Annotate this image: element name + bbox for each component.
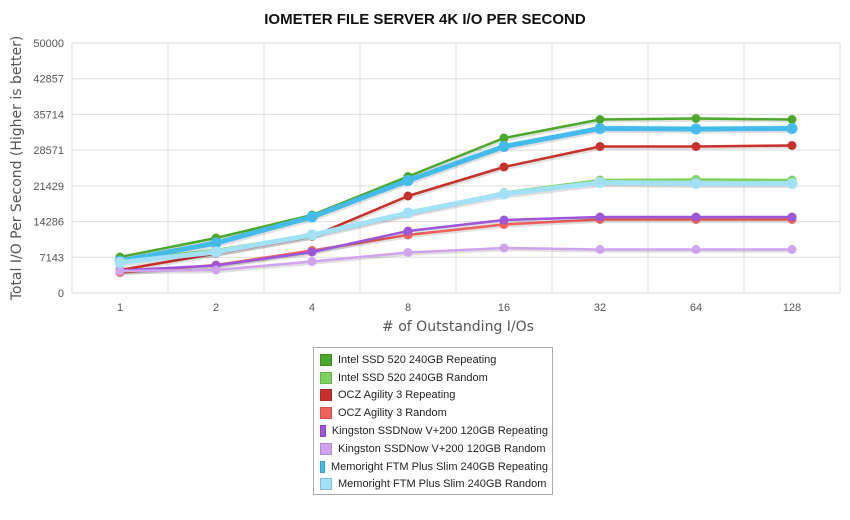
data-point bbox=[787, 245, 797, 254]
series-shadow bbox=[120, 145, 794, 274]
x-tick-label: 4 bbox=[309, 302, 315, 314]
x-tick-label: 16 bbox=[498, 302, 510, 314]
series-path bbox=[119, 180, 792, 265]
y-tick-label: 42857 bbox=[33, 74, 64, 86]
series-line bbox=[114, 177, 798, 268]
data-point bbox=[787, 141, 797, 150]
data-point bbox=[307, 247, 317, 257]
series-shadow bbox=[120, 118, 794, 261]
y-tick-label: 0 bbox=[58, 288, 64, 300]
data-point bbox=[499, 162, 509, 172]
y-tick-label: 21429 bbox=[33, 181, 64, 193]
legend-label: Memoright FTM Plus Slim 240GB Repeating bbox=[330, 460, 548, 473]
data-point bbox=[787, 115, 797, 124]
series-shadow bbox=[120, 216, 793, 274]
legend-swatch bbox=[320, 389, 332, 402]
series-line bbox=[115, 212, 797, 275]
series-shadow bbox=[120, 247, 793, 275]
data-point bbox=[499, 215, 509, 225]
legend-label: Intel SSD 520 240GB Random bbox=[338, 371, 488, 384]
legend-label: Kingston SSDNow V+200 120GB Repeating bbox=[331, 425, 548, 438]
x-tick-label: 2 bbox=[213, 302, 219, 314]
legend-swatch bbox=[320, 460, 325, 473]
y-tick-label: 28571 bbox=[33, 145, 64, 157]
x-tick-label: 1 bbox=[117, 302, 123, 314]
data-point bbox=[691, 245, 701, 254]
y-tick-label: 7143 bbox=[40, 252, 64, 264]
legend-item[interactable]: Intel SSD 520 240GB Repeating bbox=[318, 351, 548, 369]
data-point bbox=[690, 123, 702, 135]
legend-label: Kingston SSDNow V+200 120GB Random bbox=[338, 442, 546, 455]
legend-item[interactable]: Intel SSD 520 240GB Random bbox=[318, 369, 548, 387]
data-point bbox=[595, 245, 605, 254]
data-point bbox=[787, 212, 797, 222]
legend-label: Intel SSD 520 240GB Repeating bbox=[338, 353, 497, 366]
x-tick-label: 32 bbox=[594, 302, 606, 314]
data-point bbox=[691, 212, 701, 222]
data-point bbox=[114, 257, 126, 268]
legend-swatch bbox=[320, 353, 332, 366]
data-point bbox=[691, 114, 701, 123]
x-tick-labels: 1 2 4 8 16 32 64 128 bbox=[117, 302, 801, 314]
chart-title: IOMETER FILE SERVER 4K I/O PER SECOND bbox=[264, 11, 586, 28]
legend-item[interactable]: OCZ Agility 3 Repeating bbox=[318, 387, 548, 405]
data-point bbox=[595, 212, 605, 222]
data-point bbox=[306, 229, 318, 241]
legend-label: Memoright FTM Plus Slim 240GB Random bbox=[338, 478, 547, 491]
y-tick-label: 14286 bbox=[33, 217, 64, 229]
series-path bbox=[119, 117, 793, 259]
data-point bbox=[498, 188, 510, 200]
data-point bbox=[210, 237, 222, 249]
data-point bbox=[402, 175, 414, 186]
data-point bbox=[307, 257, 317, 266]
y-tick-label: 50000 bbox=[33, 38, 64, 50]
data-point bbox=[210, 246, 222, 258]
legend-item[interactable]: Memoright FTM Plus Slim 240GB Repeating bbox=[318, 458, 548, 476]
legend-item[interactable]: Kingston SSDNow V+200 120GB Random bbox=[318, 440, 548, 458]
y-tick-label: 35714 bbox=[33, 109, 64, 121]
legend-swatch bbox=[320, 478, 332, 491]
data-point bbox=[498, 141, 510, 152]
legend-label: OCZ Agility 3 Repeating bbox=[338, 389, 456, 402]
legend-swatch bbox=[320, 425, 326, 438]
x-axis-label: # of Outstanding I/Os bbox=[382, 319, 534, 335]
series-layer bbox=[114, 114, 798, 277]
data-point bbox=[690, 178, 702, 189]
data-point bbox=[499, 133, 509, 143]
data-point bbox=[402, 207, 414, 219]
data-point bbox=[403, 191, 413, 201]
series-line bbox=[114, 123, 798, 267]
data-point bbox=[306, 211, 318, 223]
x-tick-label: 64 bbox=[690, 302, 702, 314]
data-point bbox=[691, 142, 701, 151]
legend-label: OCZ Agility 3 Random bbox=[338, 407, 447, 420]
y-tick-labels: 0 7143 14286 21429 28571 35714 42857 50000 bbox=[33, 38, 64, 300]
series-path bbox=[119, 246, 792, 273]
legend-swatch bbox=[320, 371, 332, 384]
x-tick-label: 8 bbox=[405, 302, 411, 314]
legend-swatch bbox=[320, 442, 332, 455]
legend-item[interactable]: Memoright FTM Plus Slim 240GB Random bbox=[318, 476, 548, 494]
data-point bbox=[786, 123, 798, 134]
data-point bbox=[595, 115, 605, 124]
legend-item[interactable]: OCZ Agility 3 Random bbox=[318, 404, 548, 422]
data-point bbox=[594, 123, 606, 134]
data-point bbox=[115, 266, 125, 276]
y-axis-label: Total I/O Per Second (Higher is better) bbox=[9, 36, 25, 302]
legend-item[interactable]: Kingston SSDNow V+200 120GB Repeating bbox=[318, 422, 548, 440]
x-tick-label: 128 bbox=[783, 302, 801, 314]
legend-swatch bbox=[320, 407, 332, 420]
data-point bbox=[786, 178, 798, 189]
data-point bbox=[499, 243, 509, 253]
series-path bbox=[119, 126, 793, 264]
data-point bbox=[403, 226, 413, 236]
legend: Intel SSD 520 240GB Repeating Intel SSD 5… bbox=[313, 347, 553, 495]
series-line bbox=[115, 243, 797, 276]
data-point bbox=[594, 177, 606, 188]
data-point bbox=[595, 142, 605, 151]
series-path bbox=[119, 215, 792, 272]
data-point bbox=[211, 265, 221, 275]
data-point bbox=[403, 248, 413, 257]
